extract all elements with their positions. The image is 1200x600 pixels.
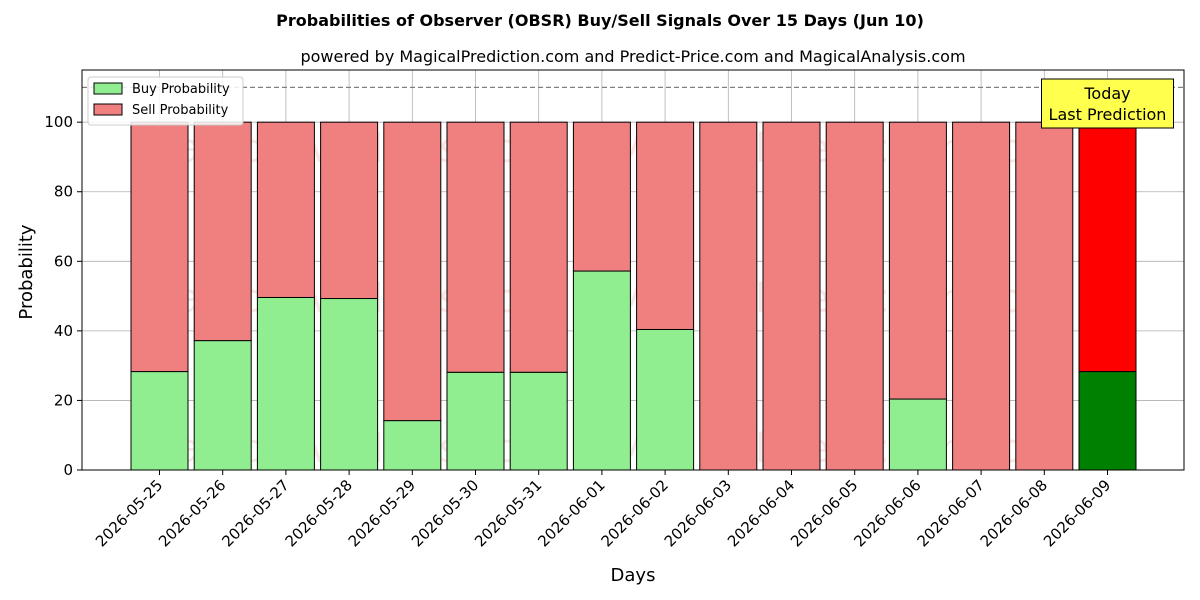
x-tick-label: 2026-06-06	[850, 476, 924, 550]
sell-bar	[446, 121, 505, 373]
buy-bar	[383, 420, 442, 471]
x-tick-label: 2026-06-01	[534, 476, 608, 550]
x-tick-label: 2026-06-05	[787, 476, 861, 550]
buy-bar	[572, 270, 631, 471]
buy-bar	[193, 340, 252, 471]
sell-bar	[383, 121, 442, 422]
legend: Buy Probability Sell Probability	[87, 76, 244, 126]
x-tick-label: 2026-06-02	[598, 476, 672, 550]
x-tick-label: 2026-06-07	[914, 476, 988, 550]
plot-frame	[81, 69, 1185, 471]
buy-bar	[1078, 371, 1137, 471]
legend-swatch	[93, 82, 123, 95]
chart-subtitle: powered by MagicalPrediction.com and Pre…	[300, 47, 965, 66]
legend-label: Buy Probability	[132, 82, 230, 97]
x-axis-label: Days	[611, 565, 656, 586]
sell-bar	[636, 121, 695, 330]
x-tick-label: 2026-06-03	[661, 476, 735, 550]
buy-bar	[509, 371, 568, 471]
annotation-box	[1041, 78, 1174, 129]
x-tick-label: 2026-06-08	[977, 476, 1051, 550]
sell-bar	[193, 121, 252, 342]
today-annotation: Today Last Prediction	[1041, 78, 1174, 129]
sell-bar	[825, 121, 884, 471]
annotation-text: Last Prediction	[1049, 105, 1167, 124]
sell-bar	[256, 121, 315, 298]
sell-bar	[1015, 121, 1074, 471]
sell-bar	[1078, 121, 1137, 373]
x-tick-label: 2026-05-27	[218, 476, 292, 550]
buy-bar	[130, 371, 189, 471]
x-tick-label: 2026-05-25	[92, 476, 166, 550]
sell-bar	[509, 121, 568, 373]
x-tick-label: 2026-05-29	[345, 476, 419, 550]
y-axis-label: Probability	[16, 224, 37, 319]
sell-bar	[762, 121, 821, 471]
buy-bar	[256, 296, 315, 471]
chart-title: Probabilities of Observer (OBSR) Buy/Sel…	[276, 11, 924, 30]
buy-bar	[636, 328, 695, 471]
x-tick-label: 2026-05-28	[282, 476, 356, 550]
x-tick-label: 2026-05-30	[408, 476, 482, 550]
legend-swatch	[93, 103, 123, 116]
x-tick-label: 2026-06-09	[1040, 476, 1114, 550]
legend-label: Sell Probability	[132, 103, 229, 118]
y-tick-label: 40	[54, 322, 73, 340]
x-tick-label: 2026-05-26	[155, 476, 229, 550]
x-tick-label: 2026-05-31	[471, 476, 545, 550]
buy-bar	[446, 371, 505, 471]
y-tick-label: 0	[63, 461, 73, 479]
sell-bar	[130, 121, 189, 373]
sell-bar	[699, 121, 758, 471]
y-tick-label: 20	[54, 391, 73, 409]
y-tick-label: 60	[54, 252, 73, 270]
annotation-text: Today	[1083, 84, 1130, 103]
y-tick-label: 80	[54, 183, 73, 201]
buy-bar	[888, 398, 947, 471]
sell-bar	[888, 121, 947, 400]
y-tick-label: 100	[44, 113, 73, 131]
legend-box	[87, 76, 244, 126]
plot-area: MagicalAnalysis.comMagicalPrediction.com…	[44, 69, 1185, 550]
buy-bar	[320, 298, 379, 471]
sell-bar	[320, 121, 379, 300]
sell-bar	[572, 121, 631, 272]
x-tick-label: 2026-06-04	[724, 476, 798, 550]
sell-bar	[952, 121, 1011, 471]
